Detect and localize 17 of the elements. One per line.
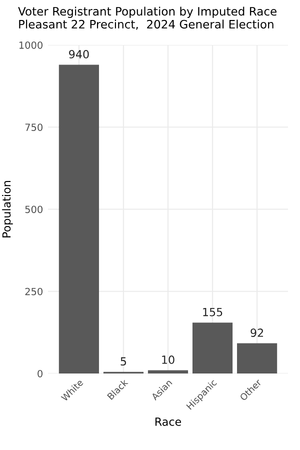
y-tick-label: 750 (25, 124, 42, 131)
y-tick-label: 0 (38, 370, 42, 378)
data-label: 10 (162, 355, 174, 364)
data-label: 155 (203, 308, 222, 316)
y-axis-title: Population (2, 181, 13, 238)
bar (148, 370, 188, 374)
x-axis-title: Race (155, 418, 182, 426)
bar (237, 343, 278, 374)
data-label: 5 (120, 357, 126, 366)
data-label: 940 (69, 50, 89, 58)
y-tick-label: 500 (25, 206, 42, 214)
bar (58, 64, 99, 374)
data-label: 92 (250, 328, 264, 337)
y-tick-label: 250 (25, 288, 42, 296)
y-tick-label: 1000 (19, 41, 42, 49)
chart-title: Voter Registrant Population by Imputed Race Pleasant 22 Precinct, 2024 General Election (18, 6, 276, 30)
bar (192, 322, 233, 374)
